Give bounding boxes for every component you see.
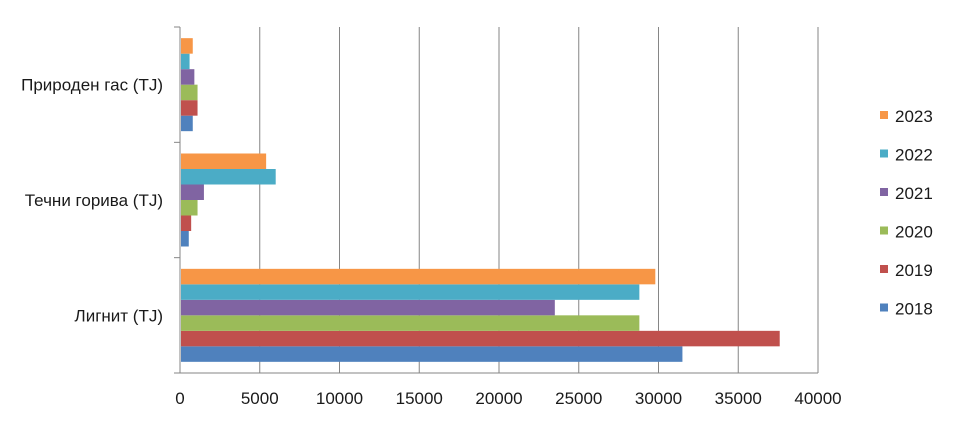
x-tick-label: 5000 [241,389,279,408]
legend-label: 2023 [895,107,933,126]
legend-swatch-2021 [880,188,888,196]
legend-label: 2021 [895,184,933,203]
bar-2018 [181,115,193,132]
x-tick-label: 30000 [635,389,682,408]
legend-label: 2018 [895,300,933,319]
bar-2019 [181,100,198,116]
bar-2020 [181,84,198,101]
x-tick-label: 0 [175,389,184,408]
bar-2022 [181,284,640,300]
x-tick-label: 10000 [316,389,363,408]
axes [174,26,818,374]
category-label: Течни горива (TJ) [25,191,163,210]
legend-swatch-2023 [880,111,888,119]
x-tick-labels: 0 5000 10000 15000 20000 25000 30000 35000 40000 [175,389,841,408]
bar-2018 [181,346,683,362]
legend-swatch-2019 [880,265,888,273]
legend-label: 2019 [895,261,933,280]
category-labels: Лигнит (TJ) Течни горива (TJ) Природен гас… [21,76,163,326]
bar-2023 [181,153,267,169]
x-tick-label: 15000 [396,389,443,408]
legend-swatch-2020 [880,226,888,235]
legend-label: 2020 [895,223,933,242]
legend: 2023 2022 2021 2020 2019 2018 [880,107,933,319]
bar-2019 [181,215,192,231]
bar-2022 [181,169,276,185]
bars [181,38,780,362]
x-tick-label: 25000 [555,389,602,408]
legend-swatch-2018 [880,303,888,312]
bar-2021 [181,299,555,316]
bar-2023 [181,268,656,285]
bar-2020 [181,315,640,331]
category-label: Лигнит (TJ) [75,306,163,325]
x-tick-label: 35000 [715,389,762,408]
bar-2020 [181,200,198,216]
x-tick-label: 20000 [475,389,522,408]
category-label: Природен гас (TJ) [21,76,163,95]
bar-2021 [181,184,204,200]
legend-label: 2022 [895,146,933,165]
bar-2019 [181,330,780,347]
x-tick-label: 40000 [794,389,841,408]
bar-2022 [181,53,190,70]
bar-2018 [181,231,189,247]
gridlines [259,27,819,373]
bar-2021 [181,69,195,85]
bar-2023 [181,38,193,54]
legend-swatch-2022 [880,149,888,158]
